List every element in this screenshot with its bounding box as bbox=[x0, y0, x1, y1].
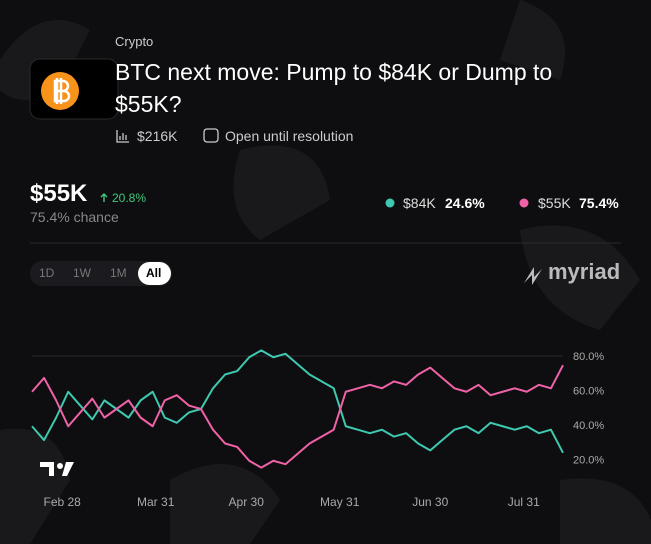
legend-value: 75.4% bbox=[579, 195, 619, 211]
legend-value: 24.6% bbox=[445, 195, 485, 211]
logo: myriad bbox=[548, 259, 621, 284]
status-icon bbox=[203, 128, 219, 143]
x-tick-label: Mar 31 bbox=[137, 495, 175, 509]
chance: 75.4% chance bbox=[30, 209, 119, 225]
range-button[interactable]: 1W bbox=[73, 266, 91, 280]
bitcoin-glyph bbox=[53, 78, 71, 104]
x-tick-label: Jun 30 bbox=[412, 495, 448, 509]
series-line bbox=[31, 364, 564, 469]
legend-dot bbox=[519, 198, 529, 208]
x-tick-label: May 31 bbox=[320, 495, 360, 509]
series-line bbox=[31, 349, 564, 454]
range-active bbox=[138, 262, 171, 285]
outcome-price: $55K bbox=[30, 180, 88, 207]
market-title: BTC next move: Pump to $84K or Dump to $… bbox=[115, 59, 553, 117]
logo-mark bbox=[524, 267, 542, 285]
category: Crypto bbox=[115, 34, 154, 49]
y-tick-label: 20.0% bbox=[573, 455, 604, 467]
y-tick-label: 80.0% bbox=[573, 351, 604, 363]
up-arrow bbox=[100, 193, 108, 202]
status: Open until resolution bbox=[225, 128, 354, 144]
range-bar bbox=[30, 261, 172, 286]
x-tick-label: Apr 30 bbox=[229, 495, 265, 509]
volume-icon bbox=[116, 130, 129, 143]
range-button[interactable]: 1M bbox=[110, 266, 127, 280]
tradingview-logo bbox=[40, 462, 74, 476]
legend-label: $84K bbox=[403, 195, 436, 211]
legend-dot bbox=[385, 198, 395, 208]
range-button[interactable]: All bbox=[146, 266, 162, 280]
y-tick-label: 60.0% bbox=[573, 386, 604, 398]
range-button[interactable]: 1D bbox=[39, 266, 55, 280]
x-tick-label: Jul 31 bbox=[508, 495, 540, 509]
price-change: 20.8% bbox=[112, 191, 147, 205]
volume: $216K bbox=[137, 128, 178, 144]
legend-label: $55K bbox=[538, 195, 571, 211]
x-tick-label: Feb 28 bbox=[43, 495, 81, 509]
y-tick-label: 40.0% bbox=[573, 420, 604, 432]
